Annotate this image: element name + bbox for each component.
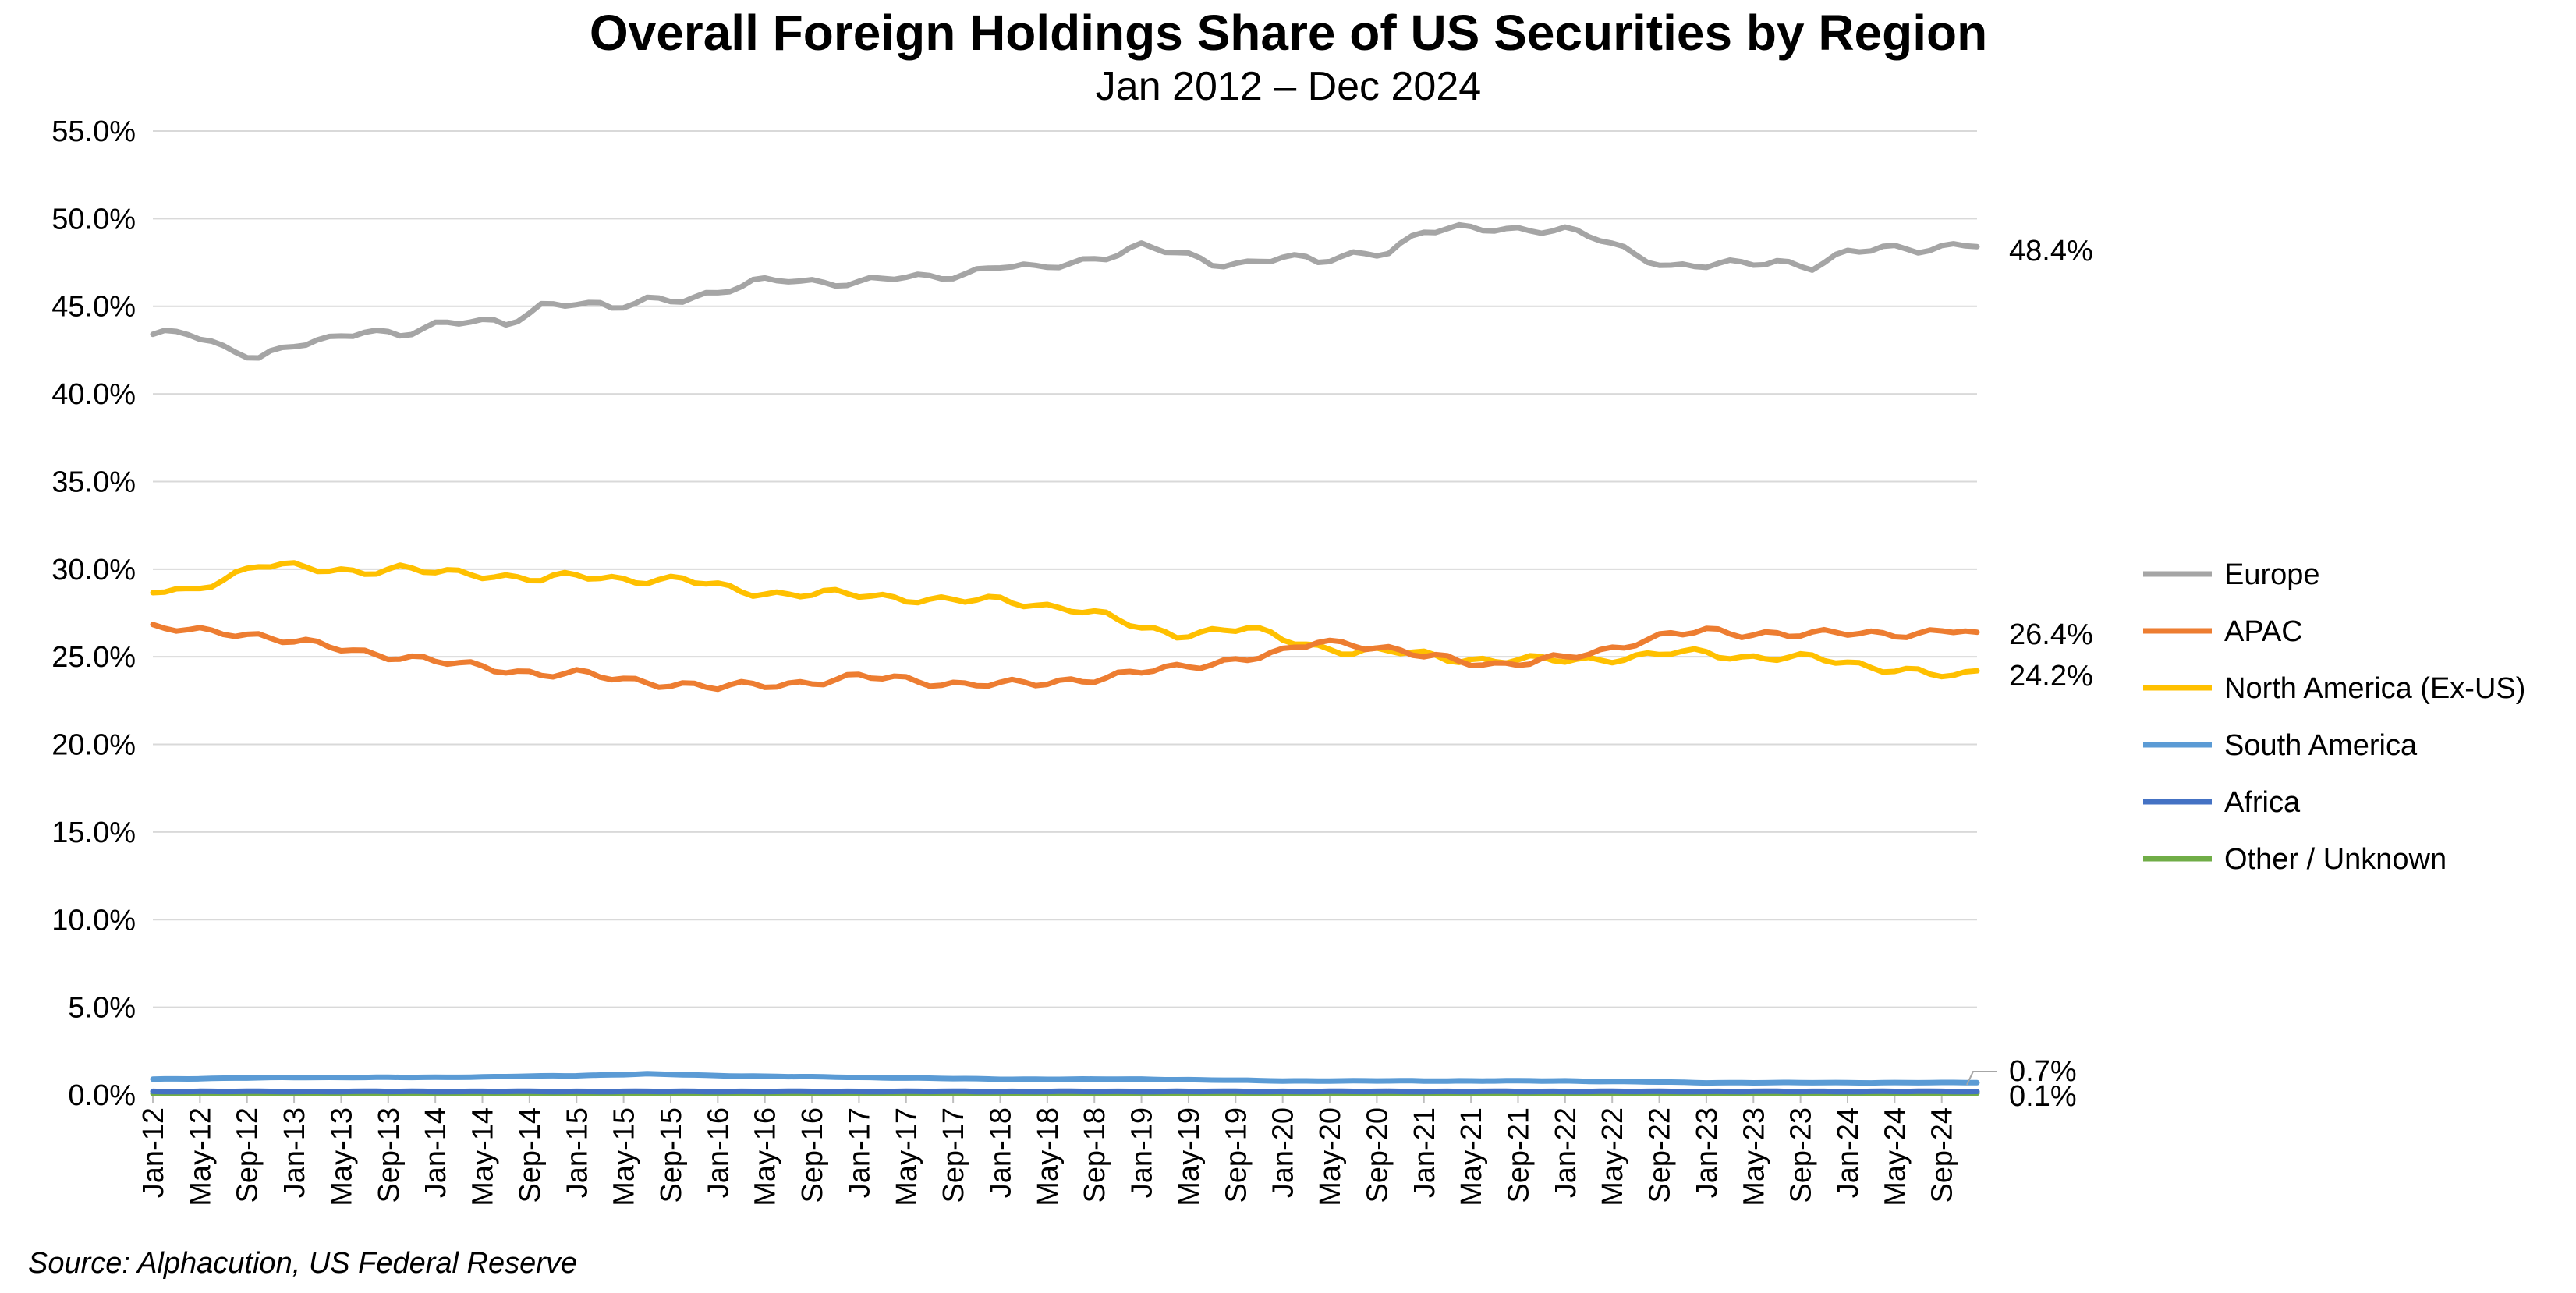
x-tick-label: Jan-12 [137,1107,170,1198]
x-tick-label: May-18 [1032,1107,1065,1206]
legend-label: Other / Unknown [2224,843,2447,876]
y-tick-label: 55.0% [51,115,136,148]
end-label: 26.4% [2009,618,2093,651]
series-line-south-america [150,1071,1980,1086]
x-tick-label: May-16 [749,1107,782,1206]
y-axis-ticks: 0.0% 5.0% 10.0% 15.0% 20.0% 25.0% 30.0% 35.0% 40… [51,115,136,1112]
end-label: 24.2% [2009,660,2093,693]
x-tick-label: Sep-17 [937,1107,970,1203]
x-tick-label: May-17 [891,1107,923,1206]
series-line-africa [150,1088,1980,1095]
series-line-north-america-ex-us- [150,560,1980,680]
y-tick-label: 35.0% [51,466,136,498]
y-tick-label: 20.0% [51,729,136,762]
series-line-apac [150,622,1980,693]
x-tick-label: Sep-21 [1502,1107,1535,1203]
y-tick-label: 10.0% [51,904,136,937]
x-tick-label: Sep-14 [514,1107,547,1203]
y-tick-label: 5.0% [68,992,136,1025]
x-tick-label: May-22 [1596,1107,1629,1206]
x-tick-label: Sep-15 [655,1107,688,1203]
y-tick-label: 15.0% [51,817,136,849]
legend-label: North America (Ex-US) [2224,672,2525,705]
chart-title: Overall Foreign Holdings Share of US Sec… [590,5,1987,61]
x-tick-label: Sep-16 [796,1107,829,1203]
x-tick-label: Jan-13 [278,1107,311,1198]
series-lines [150,221,1980,1096]
end-label: 0.7% [2009,1055,2077,1088]
legend-label: South America [2224,729,2418,762]
end-label-leader [1966,1071,1997,1086]
x-tick-label: May-21 [1455,1107,1488,1206]
legend-label: Europe [2224,558,2320,591]
x-tick-label: Jan-20 [1267,1107,1300,1198]
x-axis-ticks: Jan-12 May-12 Sep-12 Jan-13 May-13 Sep-13 Jan-… [137,1095,1959,1206]
chart-subtitle: Jan 2012 – Dec 2024 [1096,64,1481,109]
x-tick-label: Sep-12 [232,1107,264,1203]
x-tick-label: Jan-23 [1691,1107,1724,1198]
x-tick-label: Sep-13 [373,1107,406,1203]
x-tick-label: Sep-20 [1361,1107,1394,1203]
legend-label: Africa [2224,786,2301,819]
x-tick-label: May-20 [1314,1107,1347,1206]
end-label: 48.4% [2009,235,2093,267]
end-label: 0.1% [2009,1080,2077,1113]
x-tick-label: Jan-21 [1408,1107,1441,1198]
gridlines [153,130,1977,1008]
x-tick-label: Jan-22 [1550,1107,1582,1198]
x-tick-label: Jan-19 [1126,1107,1159,1198]
legend: Europe APAC North America (Ex-US) South Ame… [2143,558,2525,876]
x-tick-label: Jan-15 [561,1107,594,1198]
y-tick-label: 0.0% [68,1079,136,1112]
y-tick-label: 40.0% [51,378,136,411]
x-tick-label: May-24 [1879,1107,1912,1206]
x-tick-label: May-23 [1738,1107,1770,1206]
x-tick-label: May-14 [467,1107,500,1206]
y-tick-label: 25.0% [51,641,136,674]
x-tick-label: Sep-19 [1220,1107,1253,1203]
x-tick-label: May-13 [325,1107,358,1206]
x-tick-label: Jan-17 [843,1107,876,1198]
x-tick-label: Jan-16 [702,1107,735,1198]
x-tick-label: Sep-22 [1644,1107,1677,1203]
x-tick-label: May-15 [608,1107,641,1206]
x-tick-label: May-19 [1173,1107,1206,1206]
y-tick-label: 50.0% [51,203,136,236]
x-tick-label: May-12 [184,1107,217,1206]
series-line-europe [150,221,1980,361]
y-tick-label: 45.0% [51,291,136,324]
source-note: Source: Alphacution, US Federal Reserve [28,1247,577,1280]
x-tick-label: Jan-18 [985,1107,1018,1198]
x-tick-label: Jan-14 [420,1107,452,1198]
end-labels: 48.4% 26.4% 24.2% 0.7%0.1% [1966,235,2093,1113]
legend-label: APAC [2224,615,2303,648]
y-tick-label: 30.0% [51,554,136,586]
x-tick-label: Sep-24 [1926,1107,1959,1203]
x-tick-label: Sep-18 [1079,1107,1111,1203]
x-tick-label: Sep-23 [1785,1107,1818,1203]
x-tick-label: Jan-24 [1832,1107,1865,1198]
